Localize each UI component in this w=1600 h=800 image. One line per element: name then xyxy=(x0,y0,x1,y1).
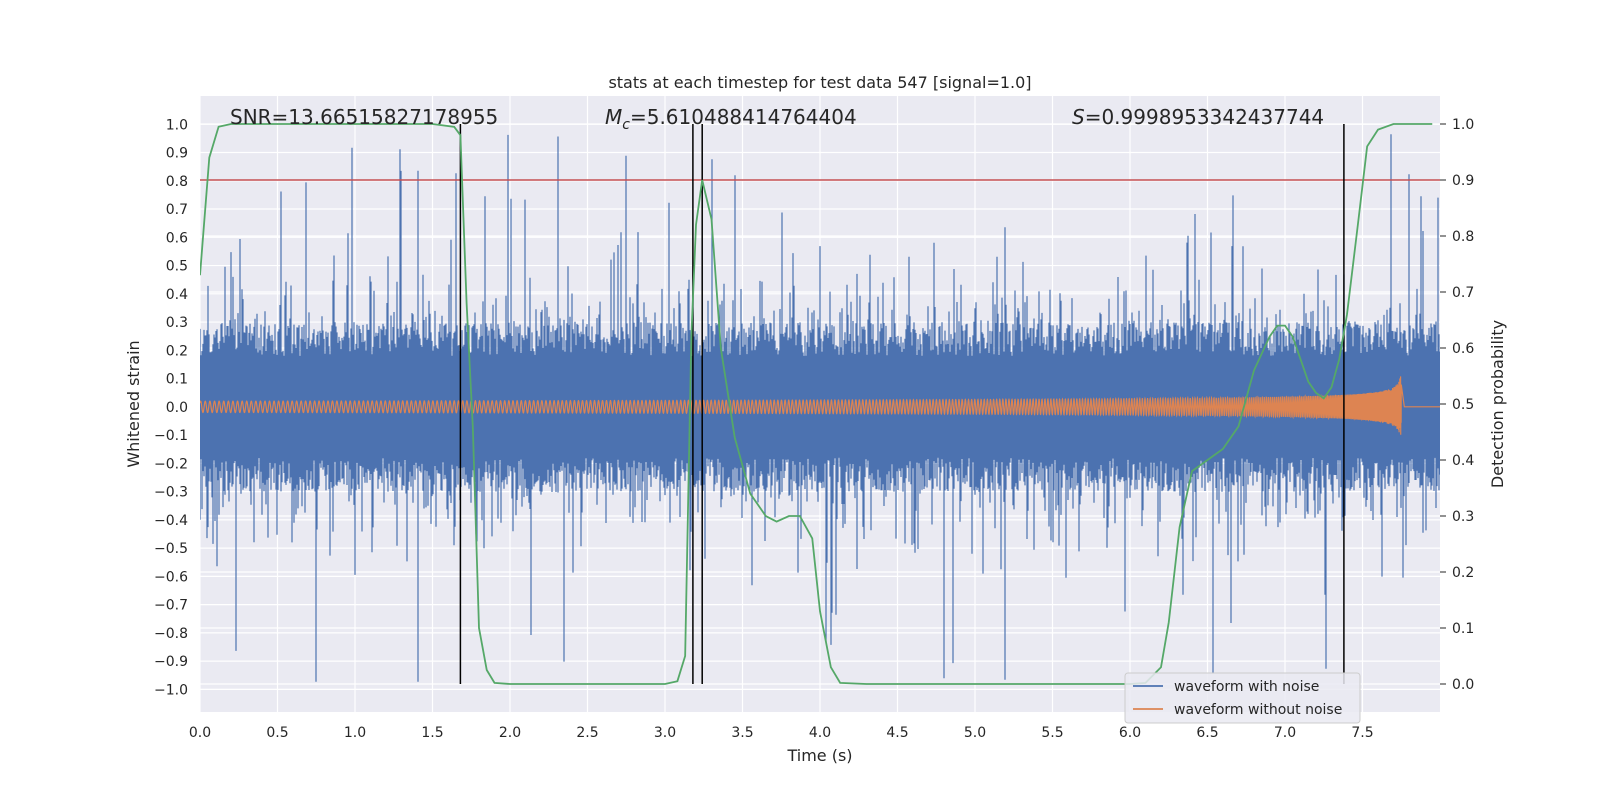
x-tick-label: 1.5 xyxy=(421,725,443,741)
x-tick-label: 5.0 xyxy=(964,725,986,741)
x-tick-label: 3.0 xyxy=(654,725,676,741)
chart-title: stats at each timestep for test data 547… xyxy=(608,73,1031,92)
right-y-tick-label: 0.6 xyxy=(1452,341,1474,357)
x-tick-label: 0.5 xyxy=(266,725,288,741)
y-tick-label: 0.3 xyxy=(166,315,188,331)
y-tick-label: −0.3 xyxy=(154,485,188,501)
legend-box xyxy=(1124,672,1361,724)
detection-probability-line xyxy=(200,123,1433,685)
legend-label-clean: waveform without noise xyxy=(1174,702,1342,718)
x-tick-label: 2.5 xyxy=(576,725,598,741)
right-y-tick-label: 0.4 xyxy=(1452,453,1474,469)
snr-annotation: SNR=13.66515827178955 xyxy=(230,105,498,129)
y-tick-label: −0.2 xyxy=(154,456,188,472)
right-y-tick-label: 1.0 xyxy=(1452,117,1474,133)
y-tick-label: −0.7 xyxy=(154,598,188,614)
right-y-tick-label: 0.3 xyxy=(1452,509,1474,525)
y-axis-label: Whitened strain xyxy=(124,340,143,467)
y-tick-label: −0.6 xyxy=(154,569,188,585)
chirp-mass-value: =5.610488414764404 xyxy=(630,105,857,129)
significance-value: =0.9998953342437744 xyxy=(1085,105,1324,129)
chirp-mass-subscript: c xyxy=(622,117,630,133)
significance-symbol: S xyxy=(1072,105,1085,129)
y-tick-label: 0.6 xyxy=(166,230,188,246)
y-tick-label: −0.5 xyxy=(154,541,188,557)
y-tick-label: 1.0 xyxy=(166,117,188,133)
right-y-tick-label: 0.5 xyxy=(1452,397,1474,413)
right-y-tick-label: 0.1 xyxy=(1452,621,1474,637)
x-axis-label: Time (s) xyxy=(786,746,852,765)
x-tick-label: 1.0 xyxy=(344,725,366,741)
x-tick-label: 7.5 xyxy=(1351,725,1373,741)
right-y-tick-label: 0.9 xyxy=(1452,173,1474,189)
right-y-tick-label: 0.0 xyxy=(1452,677,1474,693)
y-tick-label: −0.8 xyxy=(154,626,188,642)
x-tick-label: 5.5 xyxy=(1041,725,1063,741)
x-tick-label: 6.5 xyxy=(1196,725,1218,741)
y-tick-label: −0.4 xyxy=(154,513,188,529)
y-tick-label: 0.7 xyxy=(166,202,188,218)
x-tick-label: 2.0 xyxy=(499,725,521,741)
x-tick-label: 7.0 xyxy=(1274,725,1296,741)
y-tick-label: 0.8 xyxy=(166,174,188,190)
y-tick-label: −1.0 xyxy=(154,682,188,698)
y-tick-label: 0.2 xyxy=(166,343,188,359)
significance-annotation: S=0.9998953342437744 xyxy=(1072,105,1324,129)
right-y-tick-label: 0.2 xyxy=(1452,565,1474,581)
legend: waveform with noise waveform without noi… xyxy=(1124,672,1361,724)
right-y-tick-label: 0.7 xyxy=(1452,285,1474,301)
y-tick-label: 0.5 xyxy=(166,259,188,275)
right-y-tick-label: 0.8 xyxy=(1452,229,1474,245)
y-tick-label: 0.9 xyxy=(166,146,188,162)
legend-label-noise: waveform with noise xyxy=(1174,679,1319,695)
chirp-mass-annotation: Mc=5.610488414764404 xyxy=(605,105,857,133)
x-tick-label: 4.0 xyxy=(809,725,831,741)
y-axis-ticks: 1.0 0.9 0.8 0.7 0.6 0.5 0.4 0.3 0.2 0.1 0.0 −0.1 −0.… xyxy=(154,117,188,698)
y-tick-label: −0.1 xyxy=(154,428,188,444)
plot-area xyxy=(200,123,1440,685)
y-tick-label: 0.0 xyxy=(166,400,188,416)
y-tick-label: 0.1 xyxy=(166,372,188,388)
right-y-axis-ticks: 1.0 0.9 0.8 0.7 0.6 0.5 0.4 0.3 0.2 0.1 0.0 xyxy=(1440,117,1474,693)
x-tick-label: 6.0 xyxy=(1119,725,1141,741)
y-tick-label: −0.9 xyxy=(154,654,188,670)
waveform-without-noise-line xyxy=(200,376,1440,435)
x-axis-ticks: 0.0 0.5 1.0 1.5 2.0 2.5 3.0 3.5 4.0 4.5 5.0 5.5 6.0 6… xyxy=(189,725,1374,741)
x-tick-label: 4.5 xyxy=(886,725,908,741)
x-tick-label: 3.5 xyxy=(731,725,753,741)
right-y-axis-label: Detection probability xyxy=(1488,320,1507,488)
y-tick-label: 0.4 xyxy=(166,287,188,303)
chirp-mass-symbol: M xyxy=(605,105,622,129)
x-tick-label: 0.0 xyxy=(189,725,211,741)
